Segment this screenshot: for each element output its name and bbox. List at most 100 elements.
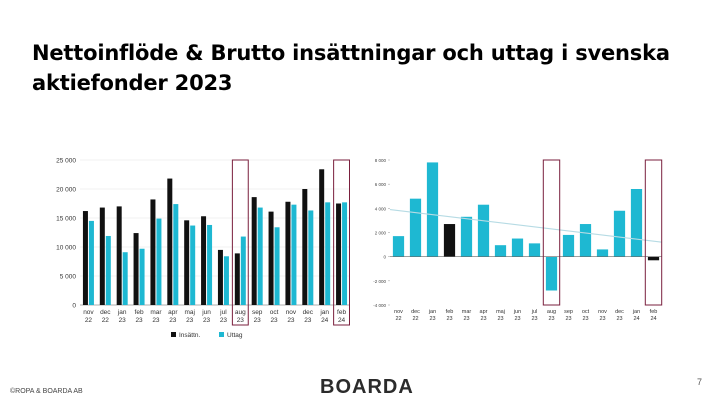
- x-tick-year: 23: [186, 317, 194, 324]
- x-tick-month: apr: [168, 309, 178, 316]
- bar-withdrawals: [240, 236, 246, 305]
- x-tick-year: 23: [599, 316, 605, 322]
- x-tick-year: 23: [254, 317, 262, 324]
- x-tick-year: 23: [565, 316, 571, 322]
- x-tick-month: feb: [650, 309, 658, 315]
- bar-net-inflow: [494, 245, 507, 257]
- x-tick-year: 23: [237, 317, 245, 324]
- bar-deposits: [167, 178, 173, 305]
- x-tick-month: jul: [219, 309, 227, 316]
- y-tick-label: 0: [383, 255, 386, 260]
- bar-deposits: [234, 253, 240, 305]
- bar-deposits: [336, 203, 342, 305]
- y-tick-label: 8 000: [375, 158, 387, 163]
- bar-withdrawals: [105, 235, 111, 305]
- x-tick-month: sep: [564, 309, 573, 315]
- bar-deposits: [201, 216, 207, 305]
- bar-net-inflow: [511, 238, 524, 257]
- page-number: 7: [697, 377, 703, 387]
- bar-net-inflow: [426, 162, 439, 257]
- bar-net-inflow: [460, 216, 473, 257]
- x-tick-month: aug: [547, 309, 556, 315]
- x-tick-month: oct: [582, 309, 590, 315]
- legend-label: Insättn.: [179, 332, 201, 339]
- x-tick-year: 23: [616, 316, 622, 322]
- bar-deposits: [268, 211, 274, 305]
- y-tick-label: 20 000: [56, 187, 76, 194]
- y-tick-label: 15 000: [56, 216, 76, 223]
- x-tick-month: nov: [394, 309, 403, 315]
- x-tick-year: 23: [287, 317, 295, 324]
- x-tick-month: jan: [117, 309, 127, 316]
- x-tick-year: 24: [321, 317, 329, 324]
- x-tick-month: mar: [150, 309, 162, 316]
- bar-deposits: [217, 249, 223, 305]
- bar-withdrawals: [190, 225, 196, 305]
- x-tick-month: jun: [201, 309, 211, 316]
- bar-net-inflow: [545, 256, 558, 291]
- x-tick-month: nov: [286, 309, 297, 316]
- x-tick-year: 24: [633, 316, 639, 322]
- x-tick-year: 23: [304, 317, 312, 324]
- bar-deposits: [251, 197, 257, 305]
- x-tick-month: jan: [428, 309, 436, 315]
- x-tick-month: aug: [235, 309, 246, 316]
- bar-withdrawals: [223, 256, 229, 305]
- x-tick-year: 23: [169, 317, 177, 324]
- y-tick-label: 4 000: [375, 206, 387, 211]
- highlight-frame: [644, 159, 663, 306]
- x-tick-year: 24: [650, 316, 656, 322]
- bar-net-inflow: [443, 224, 456, 257]
- x-tick-year: 23: [497, 316, 503, 322]
- x-tick-year: 24: [338, 317, 346, 324]
- x-tick-year: 22: [102, 317, 110, 324]
- legend-label: Uttag: [227, 332, 243, 339]
- x-tick-month: jan: [319, 309, 329, 316]
- x-tick-month: sep: [252, 309, 263, 316]
- bar-deposits: [184, 220, 190, 305]
- legend-swatch: [219, 332, 224, 337]
- bar-net-inflow: [477, 204, 490, 257]
- x-tick-month: mar: [462, 309, 472, 315]
- y-tick-label: -2 000: [373, 279, 386, 284]
- x-tick-year: 23: [548, 316, 554, 322]
- bar-deposits: [302, 189, 308, 305]
- bar-withdrawals: [156, 218, 162, 305]
- y-tick-label: 6 000: [375, 182, 387, 187]
- x-tick-year: 23: [270, 317, 278, 324]
- x-tick-year: 23: [514, 316, 520, 322]
- x-tick-year: 23: [463, 316, 469, 322]
- bar-net-inflow: [579, 224, 592, 257]
- x-tick-year: 23: [480, 316, 486, 322]
- bar-deposits: [150, 199, 156, 305]
- bar-deposits: [99, 207, 105, 305]
- y-tick-label: 0: [72, 303, 76, 310]
- x-tick-month: feb: [337, 309, 346, 316]
- bar-net-inflow: [647, 256, 660, 261]
- x-tick-year: 22: [412, 316, 418, 322]
- bar-deposits: [82, 211, 88, 305]
- highlight-frame: [333, 159, 350, 326]
- boarda-logo: BOARDA: [320, 376, 414, 398]
- bar-withdrawals: [325, 202, 331, 305]
- bar-withdrawals: [274, 227, 280, 305]
- x-tick-month: feb: [135, 309, 144, 316]
- x-tick-year: 23: [582, 316, 588, 322]
- x-tick-month: jan: [632, 309, 640, 315]
- y-tick-label: 25 000: [56, 158, 76, 165]
- x-tick-month: dec: [100, 309, 111, 316]
- bar-net-inflow: [528, 243, 541, 257]
- bar-net-inflow: [630, 189, 643, 257]
- x-tick-month: nov: [598, 309, 607, 315]
- bar-deposits: [133, 233, 139, 305]
- copyright-text: ©ROPA & BOARDA AB: [10, 388, 83, 395]
- highlight-frame: [231, 159, 249, 326]
- bar-deposits: [319, 169, 325, 305]
- bar-withdrawals: [139, 248, 145, 305]
- x-tick-month: maj: [496, 309, 505, 315]
- x-tick-month: nov: [83, 309, 94, 316]
- page-title: Nettoinflöde & Brutto insättningar och u…: [32, 41, 670, 95]
- x-tick-year: 23: [429, 316, 435, 322]
- x-tick-year: 22: [85, 317, 93, 324]
